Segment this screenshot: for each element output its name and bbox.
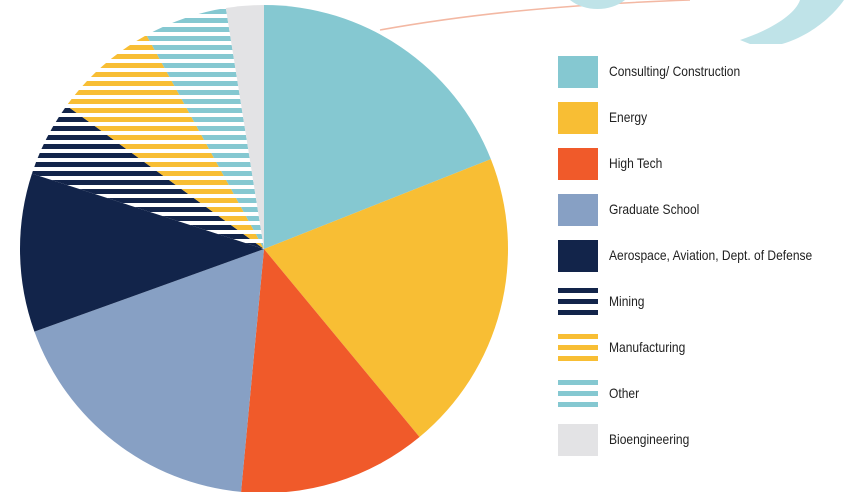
legend-swatch [558, 102, 598, 134]
pie-slice-graduate-school [34, 249, 265, 492]
legend-swatch [558, 334, 598, 361]
legend-swatch [558, 56, 598, 88]
legend-label: Mining [609, 293, 645, 309]
legend-label: Manufacturing [609, 339, 686, 355]
legend-label: Other [609, 385, 640, 401]
legend-item-manufacturing: Manufacturing [558, 332, 840, 364]
legend-item-consulting-construction: Consulting/ Construction [558, 56, 840, 88]
legend-label: Graduate School [609, 201, 700, 217]
pie-slice-bioengineering [225, 4, 264, 249]
legend-label: Consulting/ Construction [609, 63, 741, 79]
legend-swatch [558, 288, 598, 315]
pie-slice-manufacturing [66, 35, 264, 250]
legend-swatch [558, 240, 598, 272]
pie-slice-aerospace-aviation-dept-of-defense [20, 173, 264, 332]
legend-item-high-tech: High Tech [558, 148, 840, 180]
legend-swatch [558, 148, 598, 180]
pie-slices [20, 4, 509, 492]
pie-slice-consulting-construction [264, 5, 491, 249]
legend-item-mining: Mining [558, 286, 840, 318]
pie-slice-energy [264, 159, 509, 438]
legend-label: Aerospace, Aviation, Dept. of Defense [609, 247, 813, 263]
legend-label: Bioengineering [609, 431, 690, 447]
legend: Consulting/ Construction Energy High Tec… [548, 44, 840, 474]
legend-item-bioengineering: Bioengineering [558, 424, 840, 456]
legend-item-other: Other [558, 378, 840, 410]
legend-swatch [558, 380, 598, 407]
pie-slice-other [146, 8, 264, 249]
legend-item-aerospace: Aerospace, Aviation, Dept. of Defense [558, 240, 840, 272]
legend-swatch [558, 194, 598, 226]
legend-label: Energy [609, 109, 648, 125]
legend-item-graduate-school: Graduate School [558, 194, 840, 226]
pie-slice-high-tech [241, 249, 420, 492]
legend-swatch [558, 424, 598, 456]
legend-item-energy: Energy [558, 102, 840, 134]
pie-slice-mining [31, 105, 264, 249]
background-decoration [379, 0, 844, 48]
legend-label: High Tech [609, 155, 663, 171]
